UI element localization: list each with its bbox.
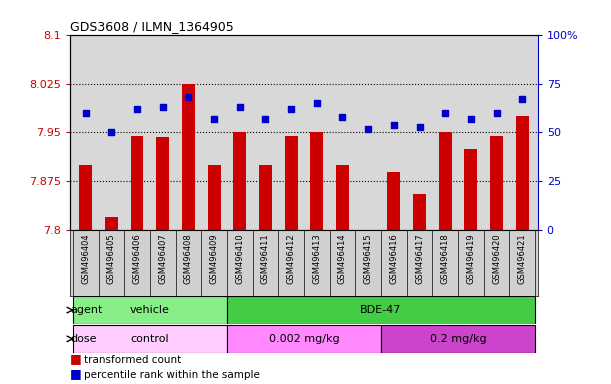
Text: ■: ■ bbox=[70, 367, 82, 380]
Text: GSM496411: GSM496411 bbox=[261, 233, 270, 284]
Bar bbox=[208, 165, 221, 230]
Text: transformed count: transformed count bbox=[84, 355, 181, 365]
Text: GDS3608 / ILMN_1364905: GDS3608 / ILMN_1364905 bbox=[70, 20, 234, 33]
Bar bbox=[439, 132, 452, 230]
Text: agent: agent bbox=[71, 305, 103, 315]
Point bbox=[415, 124, 425, 130]
Point bbox=[260, 116, 270, 122]
Point bbox=[466, 116, 476, 122]
Point bbox=[364, 126, 373, 132]
Bar bbox=[310, 132, 323, 230]
Text: control: control bbox=[131, 334, 169, 344]
Text: ■: ■ bbox=[70, 352, 82, 365]
Text: GSM496408: GSM496408 bbox=[184, 233, 193, 285]
Text: GSM496410: GSM496410 bbox=[235, 233, 244, 284]
Bar bbox=[336, 165, 349, 230]
Text: GSM496416: GSM496416 bbox=[389, 233, 398, 285]
Point bbox=[235, 104, 244, 110]
Point bbox=[286, 106, 296, 112]
Bar bbox=[381, 325, 535, 353]
Point bbox=[183, 94, 193, 100]
Bar bbox=[233, 132, 246, 230]
Text: GSM496415: GSM496415 bbox=[364, 233, 373, 284]
Bar bbox=[131, 136, 144, 230]
Point bbox=[312, 100, 322, 106]
Text: 0.002 mg/kg: 0.002 mg/kg bbox=[269, 334, 339, 344]
Bar bbox=[285, 136, 298, 230]
Bar bbox=[73, 325, 227, 353]
Bar bbox=[227, 325, 381, 353]
Text: GSM496414: GSM496414 bbox=[338, 233, 347, 284]
Text: GSM496420: GSM496420 bbox=[492, 233, 501, 284]
Bar bbox=[464, 149, 477, 230]
Bar bbox=[259, 165, 272, 230]
Text: GSM496406: GSM496406 bbox=[133, 233, 142, 285]
Bar bbox=[182, 84, 195, 230]
Text: GSM496409: GSM496409 bbox=[210, 233, 219, 284]
Text: GSM496405: GSM496405 bbox=[107, 233, 116, 284]
Text: GSM496421: GSM496421 bbox=[518, 233, 527, 284]
Bar bbox=[79, 165, 92, 230]
Point bbox=[492, 110, 502, 116]
Bar bbox=[105, 217, 118, 230]
Text: GSM496404: GSM496404 bbox=[81, 233, 90, 284]
Point bbox=[158, 104, 167, 110]
Text: 0.2 mg/kg: 0.2 mg/kg bbox=[430, 334, 486, 344]
Text: GSM496417: GSM496417 bbox=[415, 233, 424, 285]
Text: GSM496413: GSM496413 bbox=[312, 233, 321, 285]
Point bbox=[441, 110, 450, 116]
Text: GSM496419: GSM496419 bbox=[466, 233, 475, 284]
Point bbox=[132, 106, 142, 112]
Point bbox=[81, 110, 90, 116]
Point bbox=[338, 114, 348, 120]
Bar bbox=[227, 296, 535, 324]
Bar bbox=[387, 172, 400, 230]
Text: percentile rank within the sample: percentile rank within the sample bbox=[84, 370, 260, 380]
Bar bbox=[73, 296, 227, 324]
Text: BDE-47: BDE-47 bbox=[360, 305, 401, 315]
Bar bbox=[156, 137, 169, 230]
Text: GSM496418: GSM496418 bbox=[441, 233, 450, 285]
Text: dose: dose bbox=[71, 334, 97, 344]
Text: GSM496412: GSM496412 bbox=[287, 233, 296, 284]
Bar bbox=[413, 195, 426, 230]
Text: vehicle: vehicle bbox=[130, 305, 170, 315]
Point bbox=[389, 122, 399, 128]
Point bbox=[209, 116, 219, 122]
Point bbox=[106, 129, 116, 136]
Text: GSM496407: GSM496407 bbox=[158, 233, 167, 285]
Bar bbox=[490, 136, 503, 230]
Bar bbox=[516, 116, 529, 230]
Point bbox=[518, 96, 527, 102]
